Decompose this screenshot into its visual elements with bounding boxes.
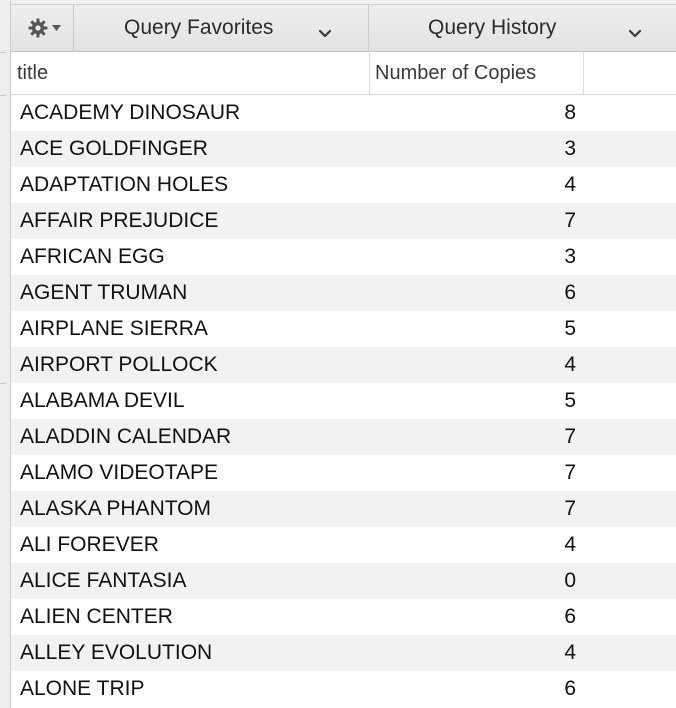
table-row[interactable]: AFRICAN EGG 3 — [11, 239, 676, 275]
cell-title[interactable]: ALI FOREVER — [20, 533, 159, 556]
table-row[interactable]: ACE GOLDFINGER 3 — [11, 131, 676, 167]
table-header: title Number of Copies — [11, 52, 676, 95]
table-row[interactable]: ALI FOREVER 4 — [11, 527, 676, 563]
cell-title[interactable]: ACE GOLDFINGER — [20, 137, 208, 160]
query-toolbar: Query Favorites Query History — [11, 0, 676, 52]
cell-title[interactable]: ALAMO VIDEOTAPE — [20, 461, 218, 484]
cell-number-of-copies[interactable]: 7 — [564, 461, 576, 484]
cell-title[interactable]: ALADDIN CALENDAR — [20, 425, 232, 448]
cell-title[interactable]: ALONE TRIP — [20, 677, 145, 700]
cell-title[interactable]: ACADEMY DINOSAUR — [20, 101, 241, 124]
cell-number-of-copies[interactable]: 4 — [564, 641, 576, 664]
table-row[interactable]: ALLEY EVOLUTION 4 — [11, 635, 676, 671]
cell-number-of-copies[interactable]: 6 — [564, 281, 576, 304]
gear-icon — [28, 18, 48, 38]
table-row[interactable]: ALADDIN CALENDAR 7 — [11, 419, 676, 455]
cell-number-of-copies[interactable]: 6 — [564, 605, 576, 628]
cell-number-of-copies[interactable]: 6 — [564, 677, 576, 700]
table-row[interactable]: AIRPORT POLLOCK 4 — [11, 347, 676, 383]
table-row[interactable]: ALAMO VIDEOTAPE 7 — [11, 455, 676, 491]
cell-title[interactable]: ADAPTATION HOLES — [20, 173, 229, 196]
cell-number-of-copies[interactable]: 4 — [564, 173, 576, 196]
cell-title[interactable]: AIRPORT POLLOCK — [20, 353, 218, 376]
table-row[interactable]: ALASKA PHANTOM 7 — [11, 491, 676, 527]
cell-title[interactable]: ALASKA PHANTOM — [20, 497, 212, 520]
query-favorites-label: Query Favorites — [124, 16, 274, 39]
dropdown-triangle-icon — [52, 25, 61, 31]
cell-title[interactable]: AGENT TRUMAN — [20, 281, 188, 304]
cell-number-of-copies[interactable]: 8 — [564, 101, 576, 124]
chevron-down-icon — [628, 21, 642, 45]
query-favorites-dropdown[interactable]: Query Favorites — [75, 5, 369, 51]
table-row[interactable]: ADAPTATION HOLES 4 — [11, 167, 676, 203]
cell-number-of-copies[interactable]: 3 — [564, 245, 576, 268]
cell-number-of-copies[interactable]: 5 — [564, 389, 576, 412]
cell-number-of-copies[interactable]: 0 — [564, 569, 576, 592]
cell-title[interactable]: ALLEY EVOLUTION — [20, 641, 213, 664]
panel-divider — [0, 52, 6, 53]
column-header-number-of-copies[interactable]: Number of Copies — [370, 52, 584, 94]
chevron-down-icon — [318, 21, 332, 45]
query-history-label: Query History — [428, 16, 557, 39]
cell-title[interactable]: ALABAMA DEVIL — [20, 389, 185, 412]
toolbar-divider — [11, 4, 676, 5]
column-header-title[interactable]: title — [11, 52, 370, 94]
cell-title[interactable]: AFRICAN EGG — [20, 245, 165, 268]
cell-number-of-copies[interactable]: 5 — [564, 317, 576, 340]
table-row[interactable]: ALONE TRIP 6 — [11, 671, 676, 707]
cell-title[interactable]: ALICE FANTASIA — [20, 569, 187, 592]
query-history-dropdown[interactable]: Query History — [369, 5, 676, 51]
gear-menu-button[interactable] — [16, 5, 74, 51]
cell-title[interactable]: AIRPLANE SIERRA — [20, 317, 208, 340]
table-row[interactable]: AGENT TRUMAN 6 — [11, 275, 676, 311]
table-row[interactable]: ALABAMA DEVIL 5 — [11, 383, 676, 419]
left-panel-edge[interactable] — [0, 0, 11, 708]
table-row[interactable]: ALIEN CENTER 6 — [11, 599, 676, 635]
cell-number-of-copies[interactable]: 3 — [564, 137, 576, 160]
panel-divider — [0, 383, 6, 384]
cell-number-of-copies[interactable]: 7 — [564, 425, 576, 448]
cell-number-of-copies[interactable]: 4 — [564, 533, 576, 556]
table-row[interactable]: ALICE FANTASIA 0 — [11, 563, 676, 599]
results-table-body: ACADEMY DINOSAUR 8 ACE GOLDFINGER 3 ADAPTATI… — [11, 95, 676, 707]
table-row[interactable]: AIRPLANE SIERRA 5 — [11, 311, 676, 347]
cell-title[interactable]: ALIEN CENTER — [20, 605, 173, 628]
cell-number-of-copies[interactable]: 7 — [564, 209, 576, 232]
table-row[interactable]: ACADEMY DINOSAUR 8 — [11, 95, 676, 131]
panel-divider — [0, 95, 6, 96]
cell-number-of-copies[interactable]: 4 — [564, 353, 576, 376]
cell-number-of-copies[interactable]: 7 — [564, 497, 576, 520]
cell-title[interactable]: AFFAIR PREJUDICE — [20, 209, 219, 232]
table-row[interactable]: AFFAIR PREJUDICE 7 — [11, 203, 676, 239]
